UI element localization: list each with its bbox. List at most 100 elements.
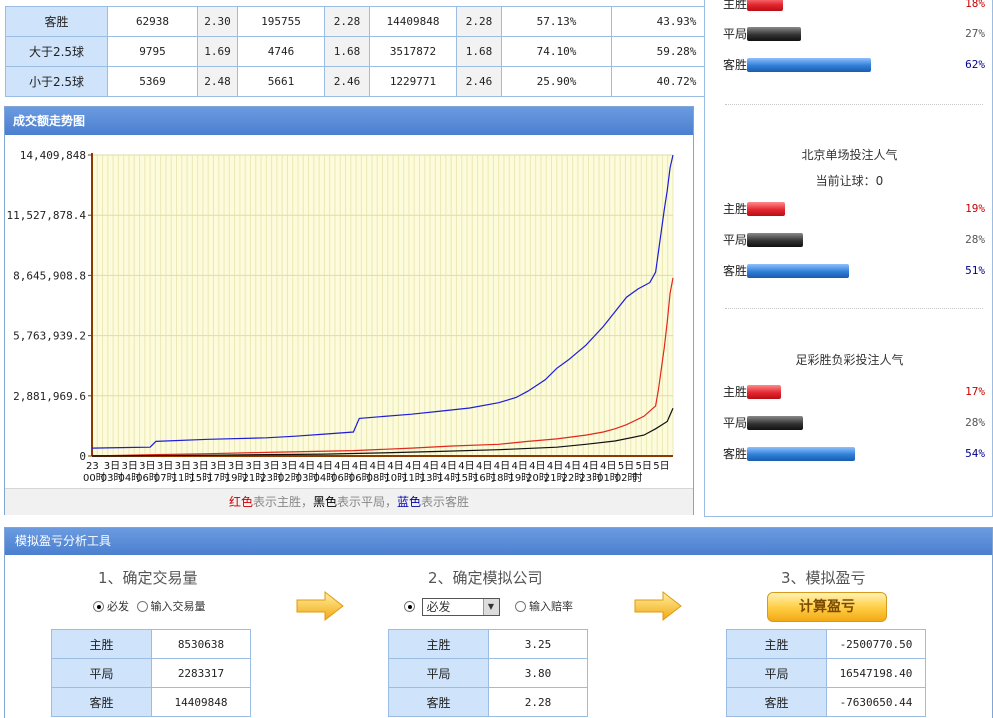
y-tick-label: 5,763,939.2 [13, 330, 86, 343]
legend-blue-desc: 表示客胜 [421, 495, 470, 509]
x-tick-label: 4日 [565, 461, 581, 472]
betting-popularity-panel: 主胜 18% 平局 27% 客胜 62% 北京单场投注人气 当前让球：0 主胜 … [704, 0, 993, 517]
popularity-row-away: 客胜 62% [723, 57, 985, 73]
radio-unchecked-icon [136, 601, 148, 612]
table-row: 客胜 62938 2.30 195755 2.28 14409848 2.28 57.13% 4… [5, 6, 742, 37]
row-label: 客胜 [5, 6, 108, 37]
row-label: 客胜 [51, 687, 152, 717]
x-tick-label: 4日 [405, 461, 421, 472]
popularity-row-away: 客胜 54% [723, 446, 985, 462]
away-bar [747, 264, 849, 278]
divider [725, 104, 983, 105]
row-label: 平局 [723, 233, 748, 247]
chevron-down-icon: ▼ [482, 599, 499, 615]
x-tick-label: 20时 [526, 472, 549, 484]
row-label: 客胜 [388, 687, 489, 717]
x-tick-label: 22时 [562, 472, 585, 484]
popularity-row-draw: 平局 27% [723, 26, 985, 42]
row-pct: 28% [965, 416, 985, 429]
x-tick-label: 19时 [508, 472, 531, 484]
chart-legend: 红色表示主胜，黑色表示平局，蓝色表示客胜 [5, 488, 693, 515]
table-row: 小于2.5球 5369 2.48 5661 2.46 1229771 2.46 25.90% 4… [5, 66, 742, 97]
row-pct: 28% [965, 233, 985, 246]
row-label: 主胜 [723, 385, 748, 399]
radio-checked-icon [404, 601, 415, 612]
arrow-right-icon [296, 590, 344, 622]
input-volume-radio[interactable]: 输入交易量 [136, 600, 206, 613]
x-tick-label: 11时 [172, 472, 195, 484]
x-tick-label: 21时 [544, 472, 567, 484]
table-cell: 4746 [237, 36, 325, 67]
table-cell: 74.10% [501, 36, 612, 67]
x-tick-label: 08时 [367, 472, 390, 484]
x-tick-label: 4日 [494, 461, 510, 472]
row-label: 主胜 [51, 629, 152, 659]
row-pct: 19% [965, 202, 985, 215]
x-tick-label: 4日 [441, 461, 457, 472]
table-cell: 62938 [107, 6, 198, 37]
beijing-single-title: 北京单场投注人气 [801, 148, 898, 162]
x-tick-label: 4日 [299, 461, 315, 472]
bifa-radio[interactable]: 必发 [93, 600, 129, 613]
x-tick-label: 13时 [420, 472, 443, 484]
step3-title: 3、模拟盈亏 [781, 569, 866, 587]
table-cell: 1.69 [197, 36, 238, 67]
row-label: 平局 [51, 658, 152, 688]
row-label: 平局 [388, 658, 489, 688]
table-cell: 9795 [107, 36, 198, 67]
row-value: 2.28 [488, 687, 588, 717]
company-radio[interactable] [404, 600, 418, 613]
row-label: 主胜 [388, 629, 489, 659]
home-bar [747, 385, 781, 399]
radio-checked-icon [93, 601, 104, 612]
row-label: 平局 [726, 658, 827, 688]
table-row: 主胜 3.25 [388, 629, 588, 659]
input-odds-radio[interactable]: 输入赔率 [515, 600, 573, 613]
row-label: 主胜 [723, 202, 748, 216]
table-cell: 1.68 [324, 36, 370, 67]
table-row: 客胜 2.28 [388, 687, 588, 717]
home-bar [747, 202, 785, 216]
popularity-row-home: 主胜 18% [723, 0, 985, 12]
table-cell: 5661 [237, 66, 325, 97]
x-tick-label: 3日 [121, 461, 137, 472]
x-tick-label: 4日 [352, 461, 368, 472]
table-cell: 2.28 [456, 6, 502, 37]
row-value: -2500770.50 [826, 629, 926, 659]
x-tick-label: 15时 [189, 472, 212, 484]
row-value: 3.25 [488, 629, 588, 659]
x-tick-label: 23时 [579, 472, 602, 484]
draw-bar [747, 416, 803, 430]
legend-black: 黑色 [312, 495, 337, 509]
x-tick-label: 06时 [136, 472, 159, 484]
company-select[interactable]: 必发 ▼ [421, 598, 500, 616]
x-tick-label: 15时 [455, 472, 478, 484]
x-tick-label: 4日 [476, 461, 492, 472]
series-line-draw [91, 408, 674, 457]
table-cell: 25.90% [501, 66, 612, 97]
radio-unchecked-icon [515, 601, 526, 612]
home-bar [747, 0, 783, 11]
handicap-text: 当前让球：0 [815, 174, 884, 188]
x-tick-label: 01时 [597, 472, 620, 484]
legend-red-desc: 表示主胜， [252, 495, 313, 509]
x-tick-label: 23 [86, 461, 99, 472]
row-pct: 27% [965, 27, 985, 40]
x-tick-label: 3日 [263, 461, 279, 472]
x-tick-label: 10时 [384, 472, 407, 484]
odds-volume-table: 客胜 62938 2.30 195755 2.28 14409848 2.28 57.13% 4… [5, 6, 742, 97]
x-tick-label: 5日 [653, 461, 669, 472]
table-row: 平局 16547198.40 [726, 658, 926, 688]
row-label: 客胜 [726, 687, 827, 717]
x-tick-label: 3日 [139, 461, 155, 472]
profit-simulation-tool: 模拟盈亏分析工具 1、确定交易量 必发 输入交易量 主胜 8530638 平局 228… [4, 527, 993, 718]
y-tick-label: 11,527,878.4 [7, 209, 87, 222]
x-tick-label: 4日 [334, 461, 350, 472]
x-tick-label: 04时 [313, 472, 336, 484]
select-value: 必发 [426, 600, 451, 614]
table-row: 大于2.5球 9795 1.69 4746 1.68 3517872 1.68 74.10% 5… [5, 36, 742, 67]
calculate-profit-button[interactable]: 计算盈亏 [767, 592, 887, 622]
row-value: 3.80 [488, 658, 588, 688]
y-tick-label: 8,645,908.8 [13, 269, 86, 282]
x-tick-label: 4日 [423, 461, 439, 472]
